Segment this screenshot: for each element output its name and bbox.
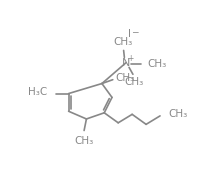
Text: H₃C: H₃C xyxy=(28,87,48,97)
Text: −: − xyxy=(131,27,139,36)
Text: CH₃: CH₃ xyxy=(115,73,134,83)
Text: CH₃: CH₃ xyxy=(147,58,166,69)
Text: I: I xyxy=(128,29,131,39)
Text: CH₃: CH₃ xyxy=(169,109,188,119)
Text: N: N xyxy=(122,58,130,68)
Text: +: + xyxy=(127,54,134,63)
Text: CH₃: CH₃ xyxy=(113,37,132,47)
Text: CH₃: CH₃ xyxy=(74,136,94,146)
Text: CH₃: CH₃ xyxy=(125,77,144,87)
